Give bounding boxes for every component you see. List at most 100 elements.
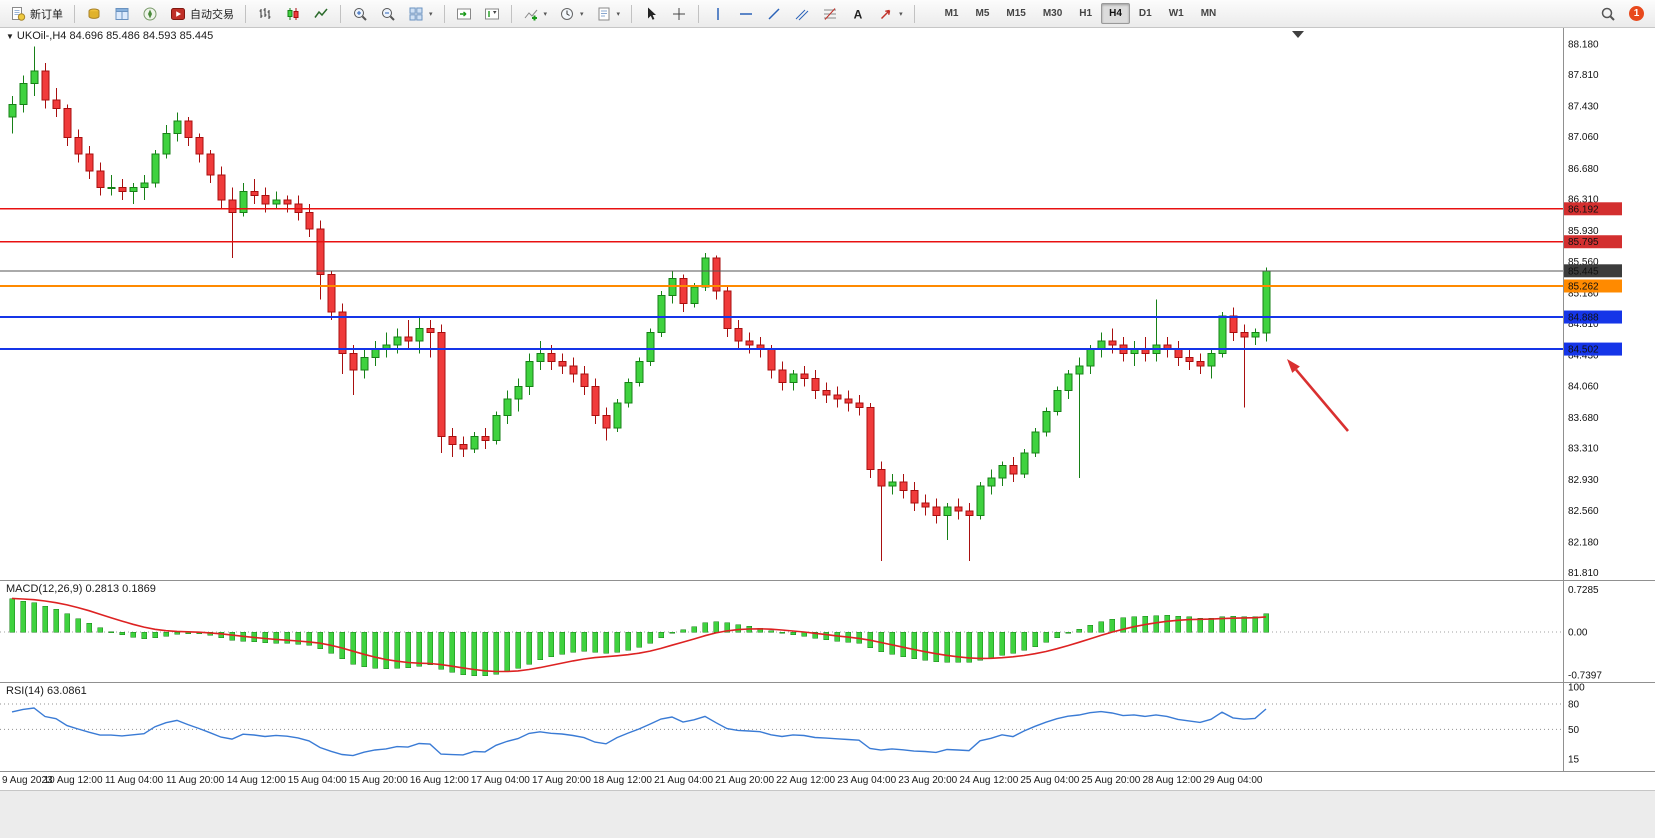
toolbar-separator xyxy=(245,4,246,23)
timeframe-button-h4[interactable]: H4 xyxy=(1101,3,1130,24)
new-order-icon xyxy=(12,6,26,21)
chevron-down-icon: ▾ xyxy=(616,10,621,18)
auto-trading-button[interactable]: 自动交易 xyxy=(165,3,239,25)
market-watch-button[interactable] xyxy=(81,3,107,25)
trendline-button[interactable] xyxy=(761,3,787,25)
time-axis-label: 25 Aug 20:00 xyxy=(1081,775,1141,786)
svg-text:85.795: 85.795 xyxy=(1568,237,1599,248)
main-chart-pane[interactable]: ▼ UKOil-,H4 84.696 85.486 84.593 85.445 8… xyxy=(0,28,1655,580)
time-axis-label: 16 Aug 12:00 xyxy=(409,775,469,786)
crosshair-button[interactable] xyxy=(666,3,692,25)
toolbar-separator xyxy=(340,4,341,23)
chevron-down-icon: ▾ xyxy=(543,10,548,18)
price-tick-label: 87.060 xyxy=(1568,132,1599,143)
price-tick-label: 81.810 xyxy=(1568,568,1599,579)
timeframe-button-d1[interactable]: D1 xyxy=(1138,8,1152,19)
cursor-button[interactable] xyxy=(638,3,664,25)
new-order-button[interactable]: 新订单 xyxy=(5,3,68,25)
svg-text:A: A xyxy=(854,7,863,21)
rsi-line xyxy=(11,707,1267,757)
macd-canvas[interactable]: 0.7285 0.00 -0.7397 xyxy=(0,581,1655,682)
navigator-icon xyxy=(143,7,157,20)
time-axis-label: 29 Aug 04:00 xyxy=(1203,775,1263,786)
price-chart-canvas[interactable]: 88.180 87.810 87.430 87.060 86.680 86.310 85.9… xyxy=(0,28,1655,580)
chart-region: ▼ UKOil-,H4 84.696 85.486 84.593 85.445 8… xyxy=(0,28,1655,790)
time-axis-label: 17 Aug 20:00 xyxy=(531,775,591,786)
main-toolbar: 新订单 自动交易 xyxy=(0,0,1655,28)
macd-label: MACD(12,26,9) 0.2813 0.1869 xyxy=(6,583,156,595)
text-tool-button[interactable]: A xyxy=(845,3,871,25)
timeframe-button-m5[interactable]: M5 xyxy=(975,8,990,19)
time-axis-label: 25 Aug 04:00 xyxy=(1020,775,1080,786)
price-tick-label: 86.310 xyxy=(1568,194,1599,205)
time-axis-label: 14 Aug 12:00 xyxy=(226,775,286,786)
time-axis-label: 15 Aug 04:00 xyxy=(287,775,347,786)
price-level-labels: 86.192 85.795 85.445 85.262 84.888 84.502 xyxy=(1564,202,1622,356)
time-axis-label: 23 Aug 20:00 xyxy=(898,775,958,786)
rsi-tick-label: 80 xyxy=(1568,699,1580,710)
indicators-button[interactable]: ▾ xyxy=(518,3,553,25)
horizontal-line-button[interactable] xyxy=(733,3,759,25)
zoom-in-button[interactable] xyxy=(347,3,373,25)
templates-button[interactable]: ▾ xyxy=(591,3,626,25)
auto-scroll-button[interactable] xyxy=(451,3,477,25)
time-axis-label: 15 Aug 20:00 xyxy=(348,775,408,786)
time-axis[interactable]: 9 Aug 2023 10 Aug 12:00 11 Aug 04:00 11 Aug… xyxy=(0,771,1655,790)
chart-shift-marker xyxy=(1292,31,1304,38)
arrows-tool-button[interactable]: ▾ xyxy=(873,3,908,25)
notification-badge[interactable]: 1 xyxy=(1629,6,1644,21)
timeframe-button-w1[interactable]: W1 xyxy=(1168,8,1184,19)
svg-text:85.262: 85.262 xyxy=(1568,281,1599,292)
objects-collapse-icon[interactable]: ▼ xyxy=(6,32,14,41)
navigator-button[interactable] xyxy=(137,3,163,25)
chevron-down-icon: ▾ xyxy=(580,10,584,18)
crosshair-icon xyxy=(673,7,686,20)
auto-trading-label: 自动交易 xyxy=(190,8,234,21)
rsi-canvas[interactable]: 100 80 50 15 xyxy=(0,683,1655,771)
price-tick-label: 87.810 xyxy=(1568,70,1599,81)
candlestick-chart-button[interactable] xyxy=(280,3,306,25)
price-tick-label: 88.180 xyxy=(1568,39,1599,50)
timeframe-button-mn[interactable]: MN xyxy=(1200,8,1217,19)
time-axis-label: 17 Aug 04:00 xyxy=(470,775,530,786)
price-tick-label: 82.180 xyxy=(1568,537,1599,548)
trendline-icon xyxy=(768,7,780,20)
zoom-out-button[interactable] xyxy=(375,3,401,25)
macd-tick-label: 0.00 xyxy=(1568,628,1588,639)
symbol-ohlc-text: UKOil-,H4 84.696 85.486 84.593 85.445 xyxy=(16,30,214,42)
price-tick-label: 85.930 xyxy=(1568,226,1599,237)
time-axis-label: 22 Aug 12:00 xyxy=(776,775,836,786)
search-button[interactable] xyxy=(1595,3,1621,25)
data-window-icon xyxy=(115,7,129,20)
timeframe-button-m1[interactable]: M1 xyxy=(944,8,959,19)
price-tick-label: 82.930 xyxy=(1568,475,1599,486)
chevron-down-icon: ▾ xyxy=(429,10,433,18)
chart-shift-button[interactable] xyxy=(479,3,505,25)
vertical-line-icon xyxy=(717,7,719,20)
line-chart-button[interactable] xyxy=(308,3,334,25)
timeframe-button-m30[interactable]: M30 xyxy=(1042,8,1063,19)
time-axis-label: 10 Aug 12:00 xyxy=(43,775,103,786)
price-tick-label: 83.680 xyxy=(1568,413,1599,424)
macd-pane[interactable]: MACD(12,26,9) 0.2813 0.1869 0.7285 0.00 -0… xyxy=(0,580,1655,682)
rsi-pane[interactable]: RSI(14) 63.0861 100 80 50 15 xyxy=(0,682,1655,771)
time-axis-label: 23 Aug 04:00 xyxy=(837,775,897,786)
bar-chart-button[interactable] xyxy=(252,3,278,25)
data-window-button[interactable] xyxy=(109,3,135,25)
fibonacci-button[interactable] xyxy=(817,3,843,25)
time-axis-label: 11 Aug 04:00 xyxy=(104,775,164,786)
tile-windows-button[interactable]: ▾ xyxy=(403,3,438,25)
price-tick-label: 84.430 xyxy=(1568,351,1599,362)
svg-text:84.888: 84.888 xyxy=(1568,313,1599,324)
svg-text:84.502: 84.502 xyxy=(1568,345,1599,356)
timeframe-button-h1[interactable]: H1 xyxy=(1079,8,1093,19)
time-axis-label: 18 Aug 12:00 xyxy=(593,775,652,786)
time-axis-label: 21 Aug 20:00 xyxy=(715,775,775,786)
periods-button[interactable]: ▾ xyxy=(554,3,589,25)
timeframe-button-m15[interactable]: M15 xyxy=(1006,8,1026,19)
channel-icon xyxy=(795,9,809,20)
horizontal-line-icon xyxy=(740,12,753,15)
price-tick-label: 87.430 xyxy=(1568,102,1599,113)
vertical-line-button[interactable] xyxy=(705,3,731,25)
channel-button[interactable] xyxy=(789,3,815,25)
